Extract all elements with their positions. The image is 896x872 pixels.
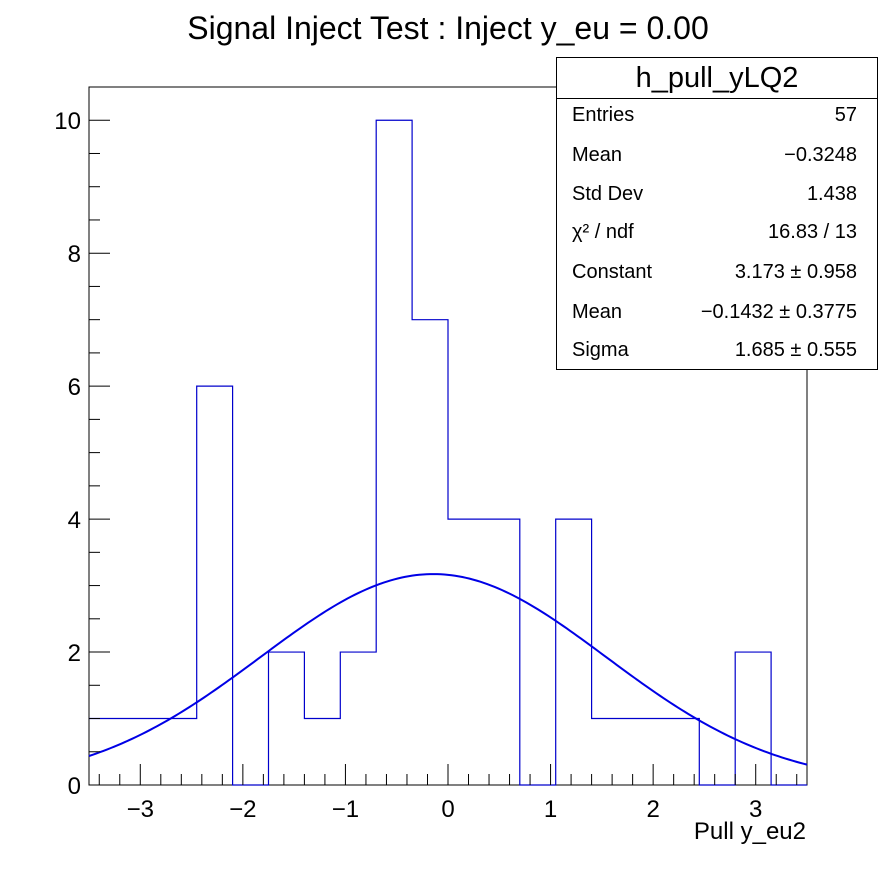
x-tick-label: 3 [749, 796, 762, 823]
fit-curve-group [88, 573, 808, 766]
histogram-bin [304, 719, 340, 785]
histogram [89, 119, 807, 786]
histogram-bin [592, 719, 628, 785]
stats-label: Mean [572, 301, 623, 323]
x-tick-label: 1 [544, 796, 557, 823]
stats-row-sigma: Sigma 1.685 ± 0.555 [572, 339, 857, 363]
stats-row-mean: Mean −0.3248 [572, 144, 857, 168]
ticks: −3 −2 −1 0 1 2 3 0 2 4 6 8 10 [54, 86, 798, 823]
stats-label: χ² / ndf [572, 221, 634, 243]
stats-value: 1.685 ± 0.555 [734, 339, 857, 361]
stats-box-title: h_pull_yLQ2 [557, 58, 877, 99]
stats-value: −0.3248 [784, 144, 857, 166]
histogram-bin [376, 120, 412, 785]
stats-value: 1.438 [806, 183, 857, 205]
histogram-outline [89, 119, 807, 786]
histogram-bin [448, 519, 484, 785]
y-tick-label: 0 [68, 773, 81, 800]
histogram-bin [197, 386, 233, 785]
x-tick-label: −1 [332, 796, 359, 823]
x-axis-label: Pull y_eu2 [693, 818, 806, 845]
y-tick-label: 2 [68, 640, 81, 667]
y-tick-label: 6 [68, 374, 81, 401]
chart-title: Signal Inject Test : Inject y_eu = 0.00 [187, 10, 709, 46]
x-tick-label: 2 [646, 796, 659, 823]
stats-row-std-dev: Std Dev 1.438 [572, 183, 857, 207]
histogram-bin [125, 719, 161, 785]
stats-value: 3.173 ± 0.958 [734, 261, 857, 283]
stats-row-fit-mean: Mean −0.1432 ± 0.3775 [572, 301, 857, 325]
y-tick-label: 4 [68, 507, 81, 534]
stats-label: Mean [572, 144, 623, 166]
y-tick-label: 10 [54, 108, 81, 135]
stats-value: 16.83 / 13 [768, 221, 857, 243]
stats-row-entries: Entries 57 [572, 104, 857, 128]
stats-box: h_pull_yLQ2 Entries 57 Mean −0.3248 Std … [556, 57, 878, 370]
stats-label: Entries [572, 104, 635, 126]
stats-label: Std Dev [572, 183, 644, 205]
x-tick-label: 0 [441, 796, 454, 823]
stats-label: Constant [572, 261, 653, 283]
stats-value: −0.1432 ± 0.3775 [700, 301, 857, 323]
y-tick-label: 8 [68, 241, 81, 268]
stats-row-chi2-ndf: χ² / ndf 16.83 / 13 [572, 221, 857, 245]
fit-curve [88, 573, 808, 766]
histogram-bin [556, 519, 592, 785]
histogram-bin [269, 652, 305, 785]
stats-value: 57 [834, 104, 857, 126]
histogram-bin [412, 320, 448, 785]
stats-label: Sigma [572, 339, 629, 361]
histogram-bin [161, 719, 197, 785]
x-tick-label: −3 [127, 796, 154, 823]
histogram-bin [484, 519, 520, 785]
stats-row-constant: Constant 3.173 ± 0.958 [572, 261, 857, 285]
x-tick-label: −2 [229, 796, 256, 823]
histogram-bin [735, 652, 771, 785]
